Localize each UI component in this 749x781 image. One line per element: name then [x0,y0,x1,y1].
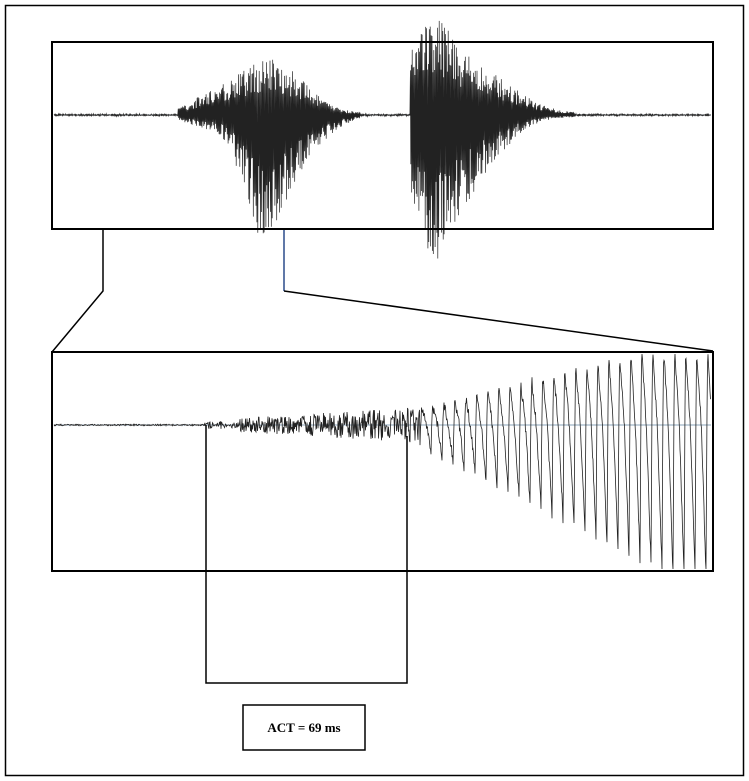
waveform-zoom [53,353,711,570]
waveform-panel [51,41,714,230]
zoom-connector [283,290,714,352]
zoom-connector [51,230,104,353]
outer-frame [4,4,745,777]
measurement-bracket [205,425,408,684]
zoom-panel [51,351,714,572]
label-box [242,704,366,751]
waveform [53,20,711,259]
act-label: ACT = 69 ms [267,720,340,735]
